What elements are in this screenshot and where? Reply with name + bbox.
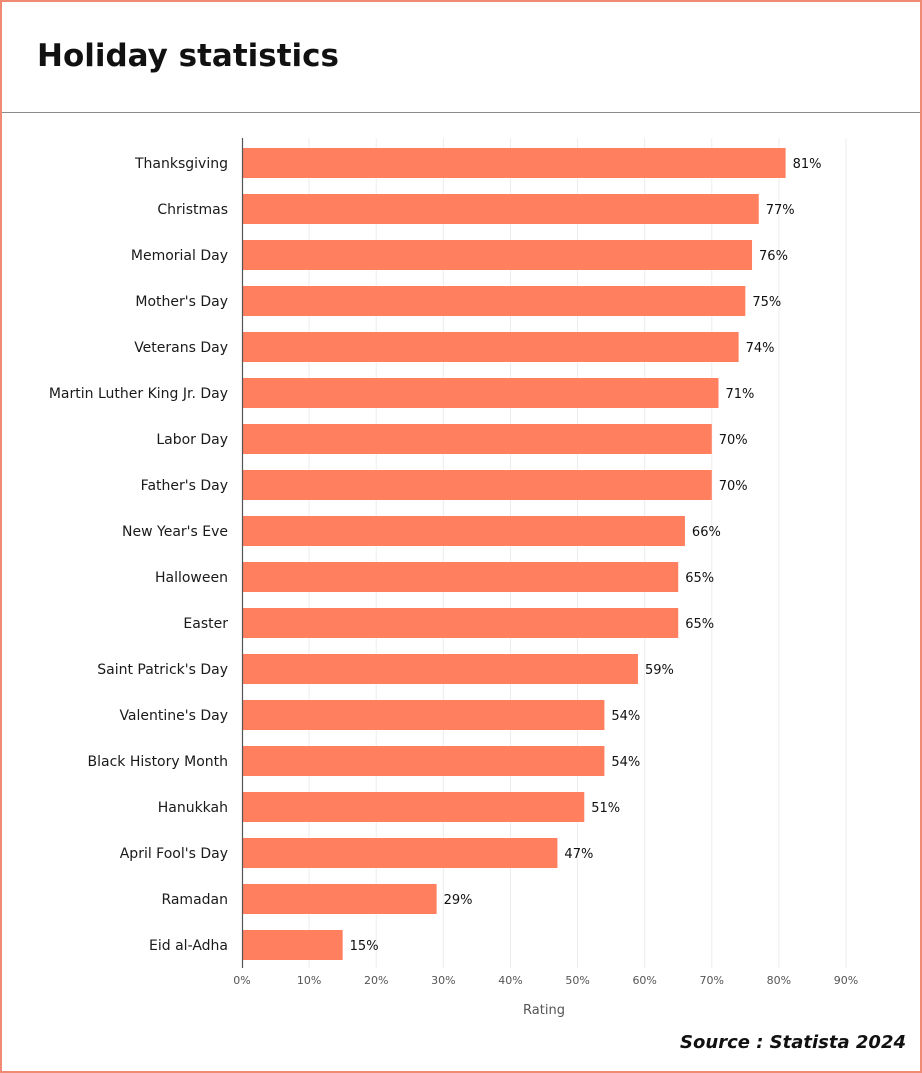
bar	[242, 792, 585, 822]
bar	[242, 194, 759, 224]
bar	[242, 930, 343, 960]
category-label: Martin Luther King Jr. Day	[49, 386, 228, 402]
bar	[242, 332, 739, 362]
category-label: Halloween	[155, 570, 228, 586]
value-label: 70%	[719, 479, 748, 494]
x-tick-label: 50%	[565, 974, 589, 987]
bar	[242, 470, 712, 500]
x-tick-label: 30%	[431, 974, 455, 987]
value-label: 65%	[685, 571, 714, 586]
category-label: Father's Day	[141, 478, 228, 494]
category-label: Saint Patrick's Day	[97, 662, 228, 678]
category-label: Easter	[183, 616, 228, 632]
value-label: 51%	[591, 801, 620, 816]
category-label: Mother's Day	[135, 294, 228, 310]
bar	[242, 240, 753, 270]
category-label: New Year's Eve	[122, 524, 228, 540]
bar	[242, 838, 558, 868]
x-tick-label: 90%	[834, 974, 858, 987]
value-label: 47%	[564, 847, 593, 862]
bar	[242, 884, 437, 914]
category-label: Veterans Day	[134, 340, 228, 356]
x-tick-label: 20%	[364, 974, 388, 987]
category-label: Memorial Day	[131, 248, 228, 264]
source-note: Source : Statista 2024	[680, 1032, 906, 1053]
category-label: Eid al-Adha	[149, 938, 228, 954]
value-label: 77%	[766, 203, 795, 218]
category-label: Valentine's Day	[119, 708, 228, 724]
category-label: Thanksgiving	[134, 156, 228, 172]
bar	[242, 424, 712, 454]
bar	[242, 700, 605, 730]
category-label: Labor Day	[156, 432, 228, 448]
bar	[242, 608, 679, 638]
bar	[242, 746, 605, 776]
value-label: 29%	[444, 893, 473, 908]
value-label: 70%	[719, 433, 748, 448]
value-label: 76%	[759, 249, 788, 264]
value-label: 74%	[746, 341, 775, 356]
x-tick-label: 10%	[297, 974, 321, 987]
x-tick-label: 80%	[767, 974, 791, 987]
category-label: April Fool's Day	[120, 846, 228, 862]
value-label: 75%	[752, 295, 781, 310]
value-label: 66%	[692, 525, 721, 540]
x-axis-title: Rating	[523, 1003, 565, 1018]
value-label: 54%	[611, 709, 640, 724]
value-label: 81%	[793, 157, 822, 172]
bar	[242, 148, 786, 178]
bar	[242, 562, 679, 592]
bar	[242, 516, 685, 546]
x-tick-label: 60%	[632, 974, 656, 987]
value-label: 59%	[645, 663, 674, 678]
x-tick-label: 70%	[700, 974, 724, 987]
chart-title: Holiday statistics	[37, 38, 340, 74]
bar	[242, 286, 746, 316]
category-label: Ramadan	[161, 892, 228, 908]
bar	[242, 378, 719, 408]
value-label: 15%	[350, 939, 379, 954]
bar	[242, 654, 638, 684]
category-label: Black History Month	[88, 754, 228, 770]
category-label: Christmas	[157, 202, 228, 218]
header-divider	[2, 112, 920, 113]
value-label: 54%	[611, 755, 640, 770]
value-label: 71%	[725, 387, 754, 402]
category-label: Hanukkah	[158, 800, 228, 816]
x-tick-label: 40%	[498, 974, 522, 987]
value-label: 65%	[685, 617, 714, 632]
x-tick-label: 0%	[233, 974, 250, 987]
